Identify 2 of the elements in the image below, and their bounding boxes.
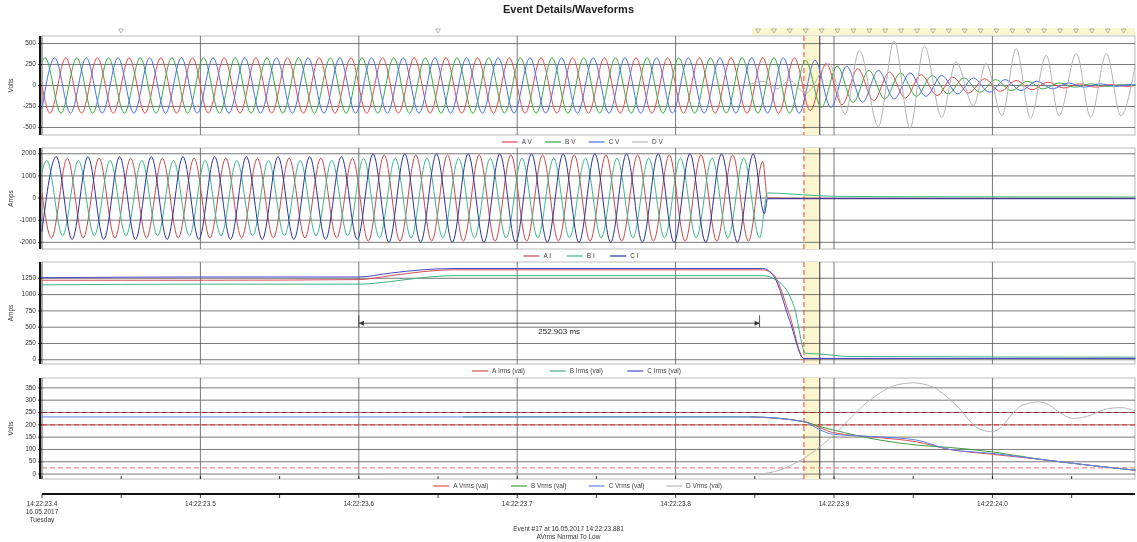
annotation: 252.903 ms bbox=[538, 327, 581, 337]
chart-title: Event Details/Waveforms bbox=[502, 3, 635, 15]
